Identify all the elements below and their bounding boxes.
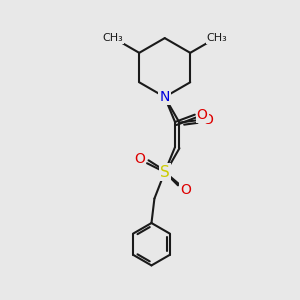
Text: O: O [134,152,145,167]
Text: O: O [180,183,191,197]
Text: O: O [202,113,213,127]
Text: S: S [160,165,169,180]
Text: O: O [197,108,208,122]
Text: CH₃: CH₃ [207,33,227,43]
Text: N: N [160,90,170,104]
Text: CH₃: CH₃ [102,33,123,43]
